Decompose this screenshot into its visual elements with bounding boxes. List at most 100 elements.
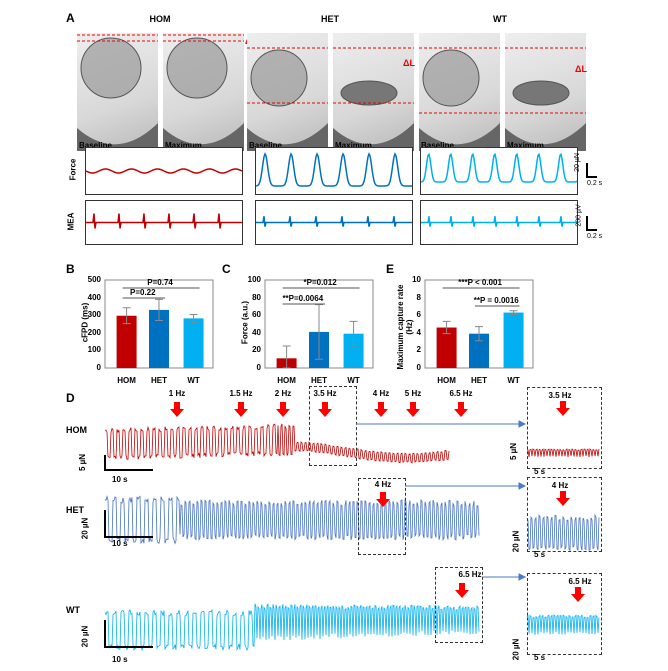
mea-row-label: MEA: [66, 212, 76, 230]
y-tick-label: 6: [416, 310, 421, 320]
delta-l-label: ΔL: [403, 58, 415, 68]
force-row-label: Force: [68, 158, 78, 181]
scale-x-label: 10 s: [112, 539, 128, 548]
p-value-label: P=0.74: [147, 278, 173, 287]
error-bar: [509, 310, 518, 315]
y-tick-label: 40: [252, 327, 261, 337]
inset-scale-y-label: 5 µN: [509, 442, 519, 461]
inset-scale-y-label: 20 µN: [511, 638, 521, 661]
panel-label-b: B: [66, 262, 75, 276]
scale-bar: [586, 163, 597, 178]
scale-x-label: 0.2 s: [587, 233, 603, 240]
baseline-caption: Baseline: [249, 141, 282, 150]
category-label: HOM: [277, 376, 296, 385]
inset-scale-x-label: 5 s: [534, 653, 546, 662]
substrate-image: [419, 123, 500, 151]
error-bar: [282, 345, 291, 369]
substrate-image: [505, 123, 586, 151]
y-tick-label: 8: [416, 292, 421, 302]
mea-trace-box-hom: [85, 200, 243, 245]
category-label: HET: [151, 376, 167, 385]
mea-trace-box-wt: [420, 200, 578, 245]
error-bar: [349, 320, 358, 347]
category-label: WT: [347, 376, 360, 385]
pacing-arrow-icon: [455, 583, 469, 598]
panel-label-d: D: [66, 391, 75, 405]
error-bar: [122, 307, 131, 325]
y-tick-label: 80: [252, 292, 261, 302]
inset-pacing-label: 3.5 Hz: [548, 391, 572, 400]
force-trace-box-het: [255, 147, 413, 195]
panel-label-c: C: [222, 262, 231, 276]
error-bar: [475, 326, 483, 342]
category-label: HOM: [437, 376, 456, 385]
scale-y-label: 20 µN: [80, 517, 90, 540]
y-tick-label: 500: [87, 275, 101, 284]
inset-box-wt: [527, 573, 602, 655]
substrate-image: [77, 123, 158, 151]
bar-hom: [116, 315, 137, 368]
category-label: WT: [507, 376, 520, 385]
baseline-caption: Baseline: [421, 141, 454, 150]
pacing-label: 1 Hz: [168, 389, 186, 398]
y-tick-label: 300: [87, 310, 101, 320]
substrate-image: [163, 123, 244, 151]
bar-wt: [183, 318, 204, 368]
y-tick-label: 200: [87, 327, 101, 337]
scale-y-label: 5 µN: [78, 453, 88, 472]
force-trace-box-wt: [420, 147, 578, 195]
scale-x-label: 0.2 s: [587, 180, 603, 187]
scale-x-label: 10 s: [112, 655, 128, 664]
tissue-image: [166, 37, 228, 99]
p-value-label: ***P < 0.001: [458, 278, 502, 287]
mea-trace: [86, 213, 242, 229]
pacing-label: 6.5 Hz: [449, 389, 473, 398]
bar-hom: [436, 327, 457, 368]
pacing-label: 1.5 Hz: [229, 389, 253, 398]
panel-label-a: A: [66, 11, 75, 25]
inset-scale-y-label: 20 µN: [511, 530, 521, 553]
tissue-image: [340, 80, 398, 106]
scale-bar: [104, 455, 153, 471]
group-title: HET: [321, 14, 339, 24]
y-tick-label: 0: [256, 363, 261, 372]
bar-het: [149, 309, 169, 368]
pacing-label: 5 Hz: [404, 389, 422, 398]
y-axis-label: Maximum capture rate (Hz): [396, 284, 414, 370]
bar-chart-b: [104, 279, 214, 369]
tissue-image: [80, 37, 142, 99]
substrate-image: [333, 123, 414, 151]
inset-box-het: [527, 477, 602, 552]
pacing-arrow-icon: [556, 401, 570, 416]
pacing-arrow-icon: [556, 491, 570, 506]
pacing-arrow-icon: [318, 402, 332, 417]
baseline-caption: Baseline: [79, 141, 112, 150]
y-tick-label: 4: [416, 327, 421, 337]
y-tick-label: 400: [87, 292, 101, 302]
category-label: WT: [187, 376, 200, 385]
force-trace: [85, 168, 243, 174]
scale-y-label: 20 µN: [573, 153, 581, 172]
baseline-image: Baseline: [419, 33, 500, 151]
scale-y-label: 20 µN: [80, 625, 90, 648]
bar-wt: [343, 333, 364, 368]
scale-bar: [104, 620, 153, 648]
mea-trace: [421, 216, 577, 227]
y-tick-label: 100: [87, 345, 101, 355]
scale-bar: [104, 510, 153, 538]
force-trace: [526, 513, 600, 552]
pacing-label: 4 Hz: [372, 389, 390, 398]
bar-chart-c: [264, 279, 374, 369]
y-tick-label: 20: [252, 345, 261, 355]
tissue-image: [422, 49, 480, 107]
mea-trace: [256, 216, 412, 227]
pacing-arrow-icon: [170, 402, 184, 417]
row-label-wt: WT: [66, 605, 80, 615]
pacing-label: 4 Hz: [374, 480, 392, 489]
y-tick-label: 60: [252, 310, 261, 320]
y-tick-label: 0: [96, 363, 101, 372]
y-tick-label: 10: [412, 275, 421, 284]
error-bar: [315, 304, 323, 360]
y-axis-label: Force (a.u.): [240, 300, 250, 345]
maximum-image: Maximum: [333, 33, 414, 151]
